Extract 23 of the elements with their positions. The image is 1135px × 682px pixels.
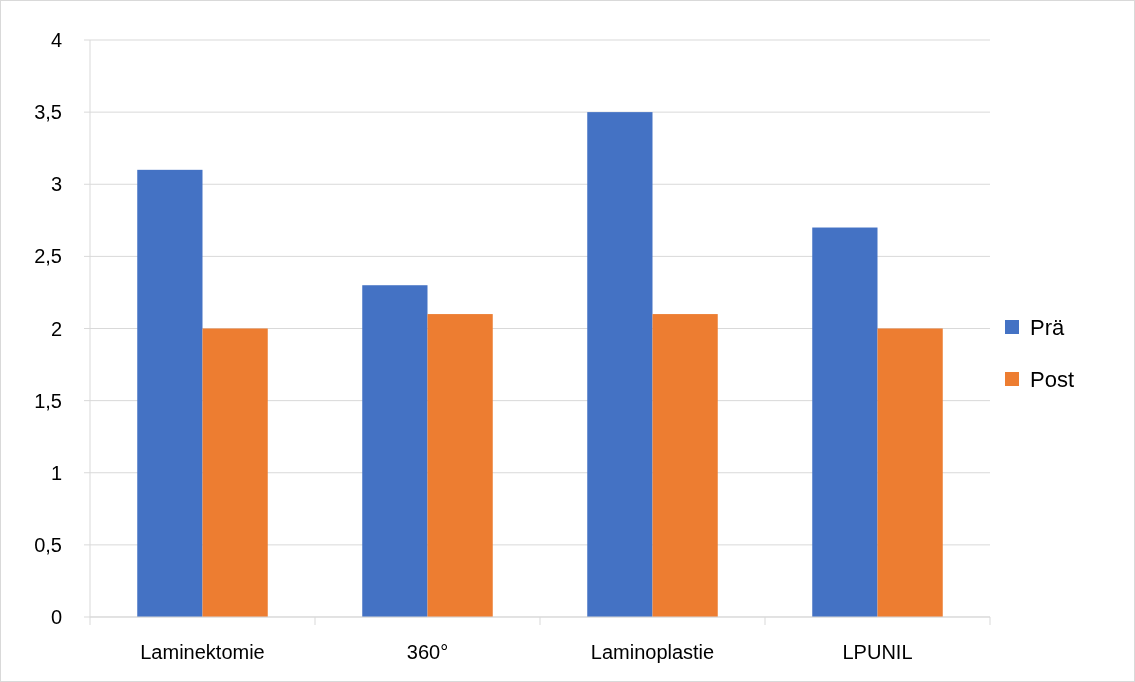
bar <box>137 169 203 617</box>
bar <box>812 227 878 617</box>
x-tick-label: Laminektomie <box>140 641 265 663</box>
bar <box>362 285 428 617</box>
bar <box>202 328 268 617</box>
legend-label: Prä <box>1030 314 1065 340</box>
y-tick-label: 2 <box>50 317 62 340</box>
y-tick-label: 1 <box>50 461 62 484</box>
y-tick-label: 1,5 <box>34 389 62 412</box>
y-tick-label: 0,5 <box>34 533 62 556</box>
bar <box>587 112 653 617</box>
bar <box>427 314 493 617</box>
x-tick-label: 360° <box>406 641 449 663</box>
bar <box>652 314 718 617</box>
y-tick-label: 3 <box>50 173 62 196</box>
x-tick-label: LPUNIL <box>842 641 913 663</box>
bar <box>877 328 943 617</box>
y-tick-label: 0 <box>50 606 62 628</box>
x-tick-label: Laminoplastie <box>590 641 715 663</box>
y-tick-label: 3,5 <box>34 101 62 124</box>
y-tick-label: 4 <box>50 29 62 51</box>
legend-label: Post <box>1030 366 1075 392</box>
y-tick-label: 2,5 <box>34 245 62 268</box>
